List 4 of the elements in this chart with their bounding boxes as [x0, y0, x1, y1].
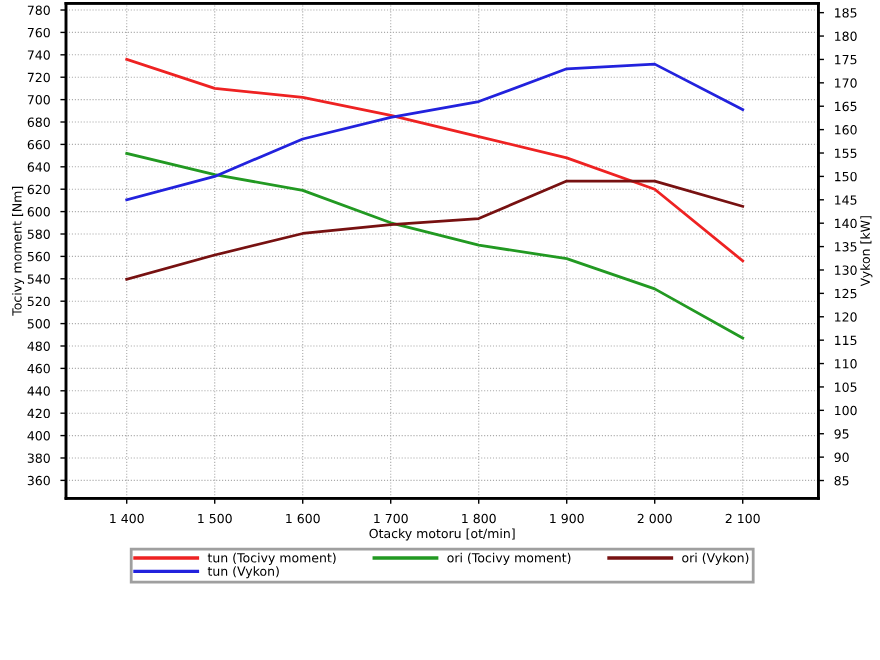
line-series [125, 151, 745, 340]
line-series [125, 179, 745, 281]
line-series [125, 62, 745, 202]
line-series [125, 57, 745, 263]
